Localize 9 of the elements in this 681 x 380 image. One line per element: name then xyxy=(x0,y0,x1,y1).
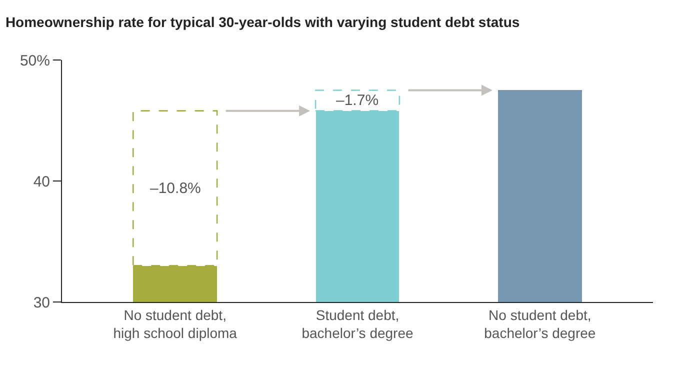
x-tick-label: Student debt, bachelor’s degree xyxy=(302,306,414,341)
y-tick-label: 50% xyxy=(20,52,50,70)
x-tick-label: No student debt, bachelor’s degree xyxy=(484,306,596,341)
annotation: –10.8% xyxy=(150,180,201,197)
y-tick-label: 40 xyxy=(33,173,50,190)
x-tick-label: No student debt, high school diploma xyxy=(113,306,238,341)
chart-title: Homeownership rate for typical 30-year-olds with varying student debt status xyxy=(5,14,520,30)
annotation: –1.7% xyxy=(336,92,379,109)
y-tick-label: 30 xyxy=(33,294,50,312)
